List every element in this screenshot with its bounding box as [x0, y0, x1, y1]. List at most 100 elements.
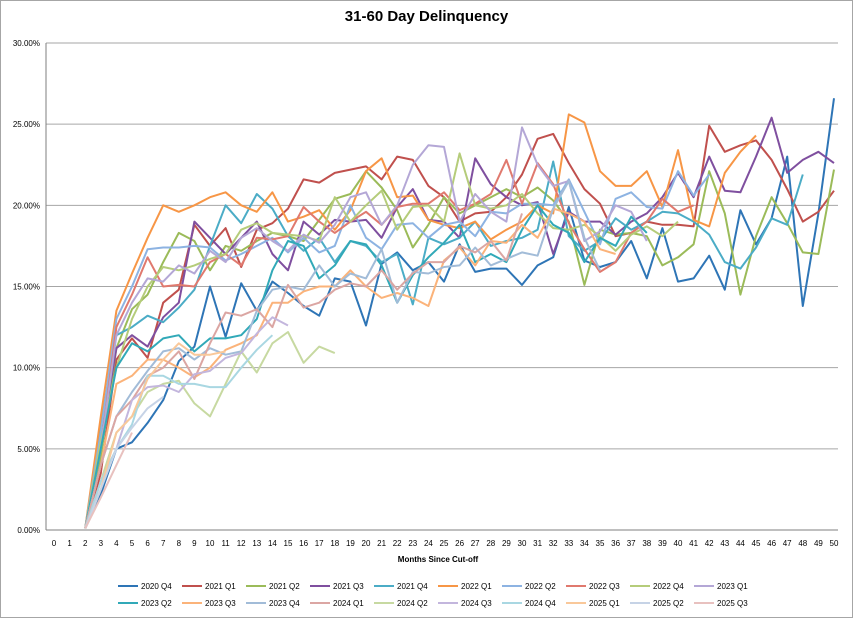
x-tick-label: 3	[99, 539, 104, 548]
legend-label: 2023 Q1	[717, 582, 748, 591]
legend-label: 2024 Q4	[525, 599, 556, 608]
x-tick-label: 44	[736, 539, 745, 548]
x-tick-label: 40	[674, 539, 683, 548]
legend-label: 2020 Q4	[141, 582, 172, 591]
x-tick-label: 22	[393, 539, 402, 548]
legend-label: 2022 Q4	[653, 582, 684, 591]
x-tick-label: 11	[221, 539, 230, 548]
x-tick-label: 39	[658, 539, 667, 548]
x-tick-label: 20	[362, 539, 371, 548]
legend-label: 2025 Q3	[717, 599, 748, 608]
x-tick-label: 43	[720, 539, 729, 548]
x-tick-label: 17	[315, 539, 324, 548]
x-tick-label: 46	[767, 539, 776, 548]
y-tick-label: 15.00%	[13, 283, 40, 292]
y-tick-label: 10.00%	[13, 364, 40, 373]
legend-label: 2022 Q2	[525, 582, 556, 591]
x-tick-label: 26	[455, 539, 464, 548]
x-tick-label: 42	[705, 539, 714, 548]
x-tick-label: 6	[145, 539, 150, 548]
x-tick-label: 35	[596, 539, 605, 548]
x-tick-label: 10	[206, 539, 215, 548]
series-line-2020-q4	[84, 98, 835, 529]
x-tick-label: 30	[518, 539, 527, 548]
legend-label: 2021 Q4	[397, 582, 428, 591]
x-tick-label: 15	[284, 539, 293, 548]
legend-label: 2022 Q1	[461, 582, 492, 591]
x-tick-label: 49	[814, 539, 823, 548]
chart-title: 31-60 Day Delinquency	[344, 8, 509, 25]
x-tick-label: 25	[440, 539, 449, 548]
x-tick-label: 19	[346, 539, 355, 548]
series-line-2025-q1	[84, 342, 226, 529]
x-tick-label: 4	[114, 539, 119, 548]
x-tick-label: 45	[752, 539, 761, 548]
x-axis-ticks: 0 1 2 3 4 5 6 7 8 9 10 11 12 13 14 15 16 17 18 19 20 21 22 23 24…	[52, 539, 839, 548]
legend-label: 2023 Q4	[269, 599, 300, 608]
y-tick-label: 30.00%	[13, 39, 40, 48]
x-tick-label: 36	[611, 539, 620, 548]
x-tick-label: 28	[486, 539, 495, 548]
x-tick-label: 1	[67, 539, 72, 548]
series-line-2025-q3	[84, 432, 133, 529]
x-tick-label: 41	[689, 539, 698, 548]
series-line-2025-q2	[84, 396, 164, 529]
x-tick-label: 50	[830, 539, 839, 548]
series-line-2023-q2	[84, 204, 648, 529]
x-tick-label: 34	[580, 539, 589, 548]
x-tick-label: 12	[237, 539, 246, 548]
series-line-2023-q3	[84, 207, 616, 529]
series-line-2023-q1	[84, 126, 648, 529]
x-tick-label: 33	[564, 539, 573, 548]
x-tick-label: 8	[177, 539, 182, 548]
x-tick-label: 38	[642, 539, 651, 548]
x-tick-label: 13	[252, 539, 261, 548]
x-tick-label: 14	[268, 539, 277, 548]
x-tick-label: 23	[408, 539, 417, 548]
x-tick-label: 16	[299, 539, 308, 548]
series-line-2024-q1	[84, 213, 523, 529]
legend-label: 2024 Q1	[333, 599, 364, 608]
x-tick-label: 47	[783, 539, 792, 548]
x-tick-label: 48	[798, 539, 807, 548]
x-tick-label: 21	[377, 539, 386, 548]
y-tick-label: 5.00%	[17, 445, 40, 454]
y-tick-label: 25.00%	[13, 120, 40, 129]
legend-label: 2021 Q2	[269, 582, 300, 591]
x-axis-label: Months Since Cut-off	[398, 555, 479, 564]
legend-label: 2021 Q3	[333, 582, 364, 591]
series-line-2022-q2	[84, 170, 711, 529]
x-tick-label: 31	[533, 539, 542, 548]
x-tick-label: 29	[502, 539, 511, 548]
legend-label: 2021 Q1	[205, 582, 236, 591]
series-line-2021-q3	[84, 116, 835, 529]
x-tick-label: 27	[471, 539, 480, 548]
x-tick-label: 32	[549, 539, 558, 548]
x-tick-label: 7	[161, 539, 166, 548]
x-tick-label: 18	[330, 539, 339, 548]
x-tick-label: 0	[52, 539, 57, 548]
legend-label: 2024 Q3	[461, 599, 492, 608]
x-tick-label: 37	[627, 539, 636, 548]
x-tick-label: 24	[424, 539, 433, 548]
legend: 2020 Q4 2021 Q1 2021 Q2 2021 Q3 2021 Q4 2022 …	[118, 582, 748, 608]
series-line-2022-q1	[84, 113, 757, 529]
legend-label: 2022 Q3	[589, 582, 620, 591]
legend-label: 2023 Q2	[141, 599, 172, 608]
legend-label: 2023 Q3	[205, 599, 236, 608]
series-line-2021-q2	[84, 169, 835, 529]
x-tick-label: 5	[130, 539, 135, 548]
legend-label: 2024 Q2	[397, 599, 428, 608]
y-axis-ticks: 0.00% 5.00% 10.00% 15.00% 20.00% 25.00% 30.00%	[13, 39, 40, 535]
series-line-2023-q4	[84, 180, 601, 529]
legend-label: 2025 Q1	[589, 599, 620, 608]
x-tick-label: 2	[83, 539, 88, 548]
series-lines	[84, 98, 835, 529]
y-tick-label: 20.00%	[13, 201, 40, 210]
gridlines	[45, 42, 838, 531]
legend-label: 2025 Q2	[653, 599, 684, 608]
y-tick-label: 0.00%	[17, 526, 40, 535]
x-tick-label: 9	[192, 539, 197, 548]
